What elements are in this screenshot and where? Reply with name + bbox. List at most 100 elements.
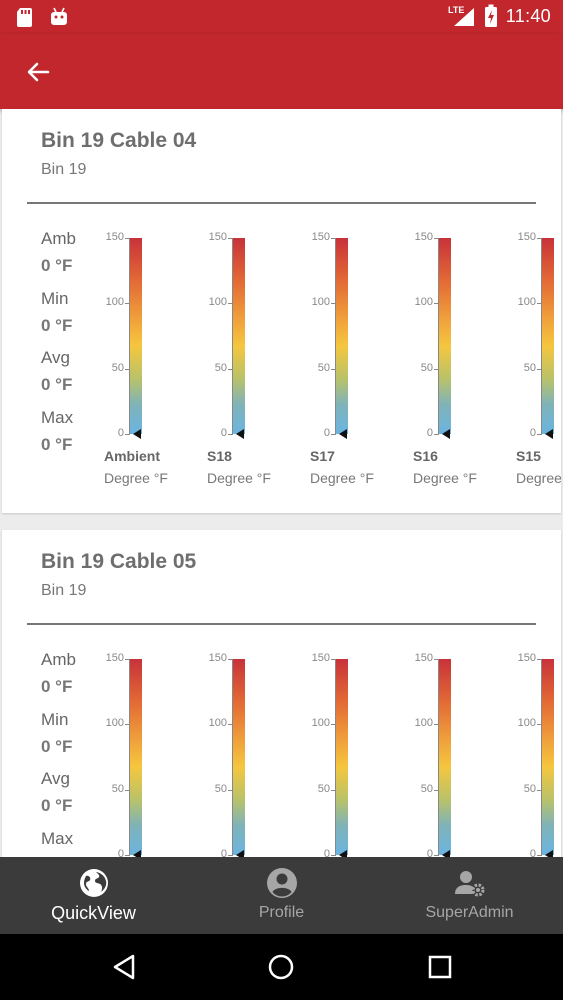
gauge-tick-label: 150 [517,231,536,243]
cable-list[interactable]: Bin 19 Cable 04 Bin 19 150 100 50 0 Ambient D… [0,109,563,857]
gauge-tick-mark [228,724,233,726]
sd-card-icon [17,8,32,27]
gauge-color-bar [336,659,348,855]
gauge-tick-mark [125,434,130,435]
home-circle-icon[interactable] [265,951,297,983]
gauge-tick-label: 100 [414,717,433,730]
nav-label: SuperAdmin [425,904,514,921]
network-type-label: LTE [448,5,464,15]
bottom-navigation: QuickView Profile SuperAdmin [0,857,563,934]
gauge-color-bar [439,238,451,434]
cable-card[interactable]: Bin 19 Cable 05 Bin 19 150 100 50 0 150 100 50… [2,530,561,857]
gauge-tick-mark [331,238,336,239]
card-title: Bin 19 Cable 05 [41,550,197,573]
gauge-tick-label: 150 [311,652,330,664]
gauge-tick-label: 100 [105,717,124,730]
gauge-color-bar [439,659,451,855]
gauge-tick-mark [331,789,336,791]
globe-icon [79,869,108,897]
card-divider [27,202,536,204]
gauge-tick-label: 100 [517,717,536,730]
gauge-tick-mark [537,238,542,239]
gauge-row: 150 100 50 0 150 100 50 0 150 100 50 0 150 100 50 0 150 1… [2,530,561,857]
gauge-sensor-name: Ambient [104,448,160,464]
stat-label: Amb [41,229,76,248]
gauge-tick-label: 100 [517,296,536,309]
gauge-unit-label: Degree °F [104,470,168,486]
gauge-color-bar [542,238,554,434]
gauge-tick-mark [331,724,336,726]
gauge-tick-mark [434,724,439,726]
gauge-unit-label: Degree °F [310,470,374,486]
gauge-unit-label: Degree °F [207,470,271,486]
gauge-color-bar [233,238,245,434]
recents-square-icon[interactable] [424,951,456,983]
gauge-unit-label: Degree °F [413,470,477,486]
gauge-tick-mark [125,303,130,305]
gauge-axis [438,659,439,855]
nav-label: Profile [258,904,305,921]
android-debug-icon [51,7,67,25]
gauge-tick-mark [228,368,233,370]
gauge-tick-label: 0 [529,848,536,857]
gauge-axis [232,659,233,855]
gauge-value-pointer [442,850,450,857]
nav-item-profile[interactable]: Profile [188,857,375,934]
admin-settings-icon [454,871,484,897]
gauge-tick-mark [434,855,439,856]
gauge-tick-mark [125,238,130,239]
stat-label: Avg [41,769,70,788]
gauge-tick-label: 150 [311,231,330,243]
gauge-tick-mark [331,434,336,435]
stat-label: Min [41,710,69,729]
gauge-color-bar [233,659,245,855]
gauge-tick-label: 150 [105,652,124,664]
cable-card[interactable]: Bin 19 Cable 04 Bin 19 150 100 50 0 Ambient D… [2,109,561,513]
gauge-tick-label: 150 [414,652,433,664]
gauge-sensor-name: S16 [413,448,438,464]
gauge-tick-mark [228,855,233,856]
gauge-tick-label: 0 [117,427,124,439]
gauge-tick-label: 50 [214,361,227,374]
nav-item-quickview[interactable]: QuickView [0,857,187,934]
gauge-axis [541,238,542,434]
gauge-tick-mark [537,789,542,791]
arrow-back-icon[interactable] [22,56,54,88]
signal-lte-icon: LTE [448,5,474,26]
stat-value: 0 °F [41,737,73,756]
gauge-tick-mark [331,368,336,370]
gauge-tick-label: 50 [523,782,536,795]
gauge-tick-label: 50 [523,361,536,374]
gauge-tick-mark [537,724,542,726]
gauge-tick-mark [331,303,336,305]
gauge-tick-mark [125,368,130,370]
gauge-sensor-name: S17 [310,448,335,464]
gauge-tick-label: 50 [317,782,330,795]
gauge-tick-label: 100 [105,296,124,309]
gauge-tick-label: 150 [414,231,433,243]
gauge-tick-label: 150 [517,652,536,664]
gauge-axis [438,238,439,434]
gauge-tick-label: 50 [317,361,330,374]
gauge-tick-label: 0 [529,427,536,439]
gauge-tick-mark [228,659,233,660]
stat-value: 0 °F [41,435,73,454]
gauge-tick-mark [434,434,439,435]
nav-item-superadmin[interactable]: SuperAdmin [376,857,563,934]
gauge-tick-mark [537,855,542,856]
gauge-tick-label: 150 [208,652,227,664]
gauge-tick-label: 150 [208,231,227,243]
stat-value: 0 °F [41,375,73,394]
gauge-value-pointer [236,429,244,439]
gauge-tick-mark [228,238,233,239]
stat-value: 0 °F [41,796,73,815]
gauge-tick-label: 0 [220,427,227,439]
gauge-tick-mark [434,789,439,791]
system-navigation-bar [0,934,563,1000]
gauge-value-pointer [442,429,450,439]
gauge-tick-label: 50 [111,361,124,374]
gauge-tick-mark [434,659,439,660]
gauge-tick-mark [125,659,130,660]
back-triangle-icon[interactable] [108,951,140,983]
battery-charging-icon [484,4,497,27]
